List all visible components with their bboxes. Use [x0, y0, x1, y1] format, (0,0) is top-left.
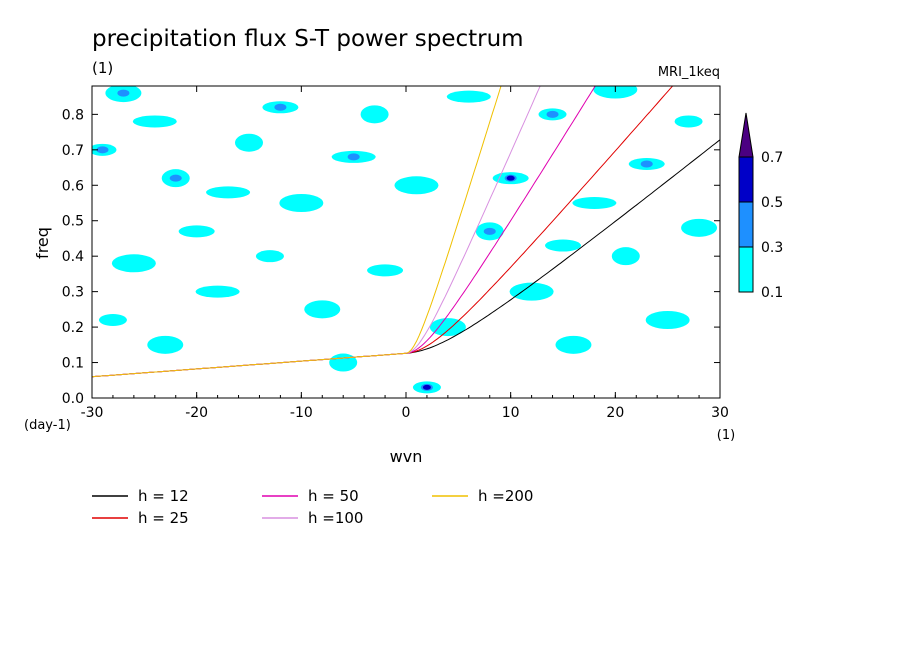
y-tick-label: 0.4 — [62, 249, 84, 265]
contour-patch — [645, 311, 690, 329]
colorbar-segment — [738, 246, 754, 293]
legend-label: h =200 — [478, 487, 533, 505]
contour-patch — [509, 282, 554, 301]
y-axis-unit: (day-1) — [24, 418, 71, 433]
contour-patch — [111, 254, 156, 273]
y-tick-label: 0.2 — [62, 320, 84, 336]
y-tick-label: 0.7 — [62, 143, 84, 159]
x-tick-label: 10 — [502, 405, 520, 421]
contour-patch — [178, 225, 215, 238]
contour-patch — [367, 264, 404, 277]
y-tick-label: 0.0 — [62, 391, 84, 407]
colorbar-label: 0.3 — [761, 240, 783, 256]
colorbar-label: 0.7 — [761, 150, 783, 166]
contour-patch-core — [483, 227, 496, 235]
colorbar-label: 0.5 — [761, 195, 783, 211]
dispersion-curve — [92, 86, 674, 378]
legend-label: h =100 — [308, 509, 363, 527]
contour-patch — [195, 285, 240, 298]
contour-patch — [360, 105, 389, 124]
x-tick-label: 0 — [402, 405, 411, 421]
y-axis: 0.0 0.1 0.2 0.3 0.4 0.5 0.6 0.7 0.8 — [62, 107, 720, 407]
colorbar-segment — [738, 156, 754, 203]
x-axis-unit: (1) — [717, 428, 735, 443]
y-tick-label: 0.1 — [62, 356, 84, 372]
contour-patch — [147, 335, 184, 354]
contour-patch-core — [274, 103, 287, 111]
contour-patch — [593, 86, 638, 99]
dispersion-curves — [92, 86, 720, 378]
contour-patch — [611, 247, 640, 266]
subtitle-left: (1) — [92, 59, 113, 77]
x-tick-label: -10 — [290, 405, 313, 421]
x-tick-label: 20 — [606, 405, 624, 421]
legend-label: h = 12 — [138, 487, 189, 505]
contour-patch — [446, 90, 491, 103]
y-tick-label: 0.6 — [62, 178, 84, 194]
contour-patch-core — [169, 174, 182, 182]
legend-label: h = 50 — [308, 487, 359, 505]
contour-patch-core — [96, 146, 109, 154]
y-tick-label: 0.3 — [62, 285, 84, 301]
y-axis-label: freq — [33, 227, 52, 259]
colorbar-label: 0.1 — [761, 285, 783, 301]
contour-patch — [572, 197, 617, 209]
plot-frame — [91, 85, 721, 399]
contour-patch — [394, 176, 439, 195]
y-tick-label: 0.8 — [62, 107, 84, 123]
x-axis-label: wvn — [390, 447, 423, 466]
x-tick-label: -30 — [81, 405, 104, 421]
dispersion-curve — [92, 86, 502, 378]
contour-patch-core — [546, 110, 559, 118]
contour-patch — [329, 353, 358, 372]
legend: h = 12 h = 25 h = 50 h =100 h =200 — [92, 487, 533, 527]
contour-patch-peak — [422, 384, 431, 390]
subtitle-right: MRI_1keq — [658, 65, 720, 80]
colorbar-segment — [738, 201, 754, 248]
legend-label: h = 25 — [138, 509, 189, 527]
contour-patch — [674, 115, 703, 128]
contour-patch — [681, 218, 718, 237]
contour-patch — [304, 300, 341, 319]
y-tick-label: 0.5 — [62, 214, 84, 230]
contour-patch-core — [117, 89, 130, 97]
contour-patch — [98, 314, 127, 326]
x-axis: -30 -20 -10 0 10 20 30 — [81, 86, 729, 421]
contour-patch — [255, 250, 284, 263]
chart-title: precipitation flux S-T power spectrum — [92, 26, 524, 52]
x-tick-label: 30 — [711, 405, 729, 421]
contour-patch — [235, 133, 263, 152]
plot-area — [91, 85, 721, 399]
x-tick-label: -20 — [185, 405, 208, 421]
colorbar-extend-arrow — [738, 112, 754, 158]
contour-patch — [279, 194, 324, 212]
contour-patch — [545, 239, 581, 252]
contour-patch-peak — [506, 175, 515, 181]
contour-patch-core — [347, 153, 360, 161]
contour-patch — [555, 335, 592, 354]
colorbar: 0.1 0.3 0.5 0.7 — [738, 112, 783, 301]
contour-patches — [92, 86, 718, 394]
contour-patch — [132, 115, 177, 128]
contour-patch-core — [640, 160, 653, 168]
contour-patch — [206, 186, 251, 199]
